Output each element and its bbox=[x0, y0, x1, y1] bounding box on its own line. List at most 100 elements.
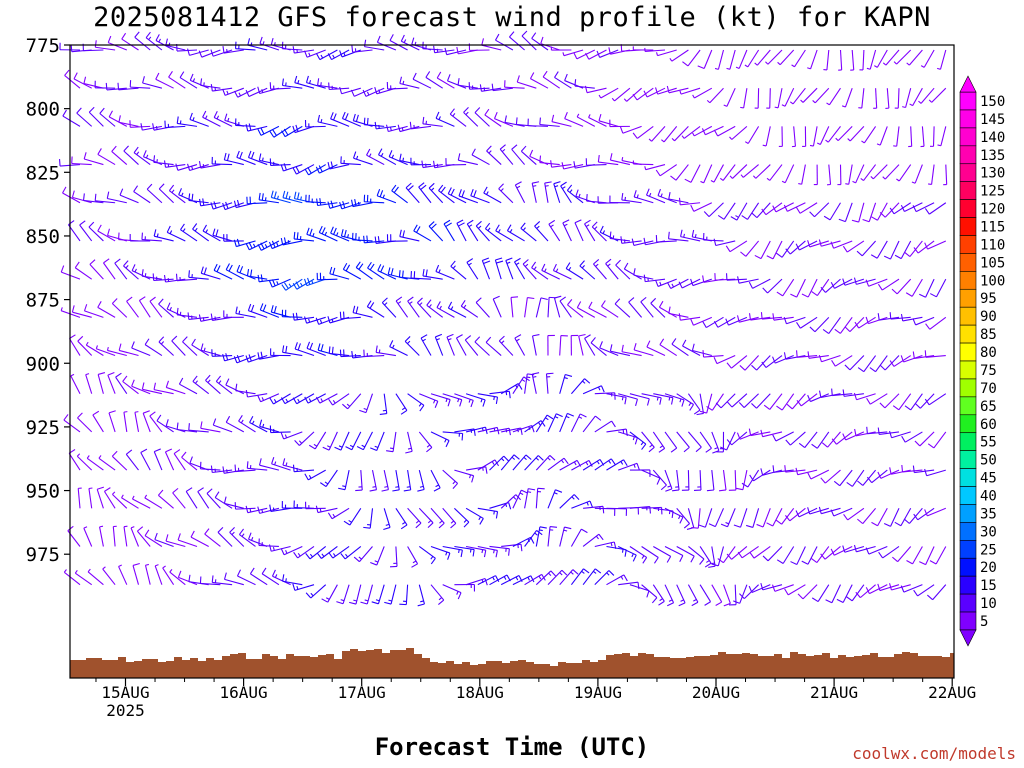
wind-barb bbox=[690, 202, 713, 212]
wind-barb bbox=[885, 88, 890, 109]
wind-barb bbox=[308, 431, 327, 450]
wind-barb bbox=[632, 46, 654, 51]
colorbar-arrow-bottom bbox=[959, 629, 977, 647]
y-tick-label: 775 bbox=[26, 35, 60, 57]
wind-barb bbox=[466, 219, 479, 242]
wind-barb bbox=[652, 431, 666, 453]
wind-barb bbox=[924, 393, 947, 406]
wind-barb bbox=[796, 350, 818, 358]
wind-barb bbox=[715, 393, 736, 409]
wind-barb bbox=[363, 508, 374, 529]
wind-barb bbox=[681, 125, 701, 139]
wind-barb bbox=[71, 305, 92, 318]
wind-barb bbox=[334, 431, 350, 451]
wind-barb bbox=[188, 270, 209, 280]
colorbar-swatch bbox=[959, 504, 977, 523]
wind-barb bbox=[246, 268, 268, 280]
wind-barb bbox=[149, 296, 163, 318]
wind-barb bbox=[60, 265, 81, 280]
wind-barb bbox=[481, 257, 491, 280]
wind-barb bbox=[882, 49, 900, 66]
wind-barb bbox=[257, 125, 280, 136]
wind-barb bbox=[97, 148, 116, 166]
credit-link[interactable]: coolwx.com/models bbox=[852, 744, 1016, 763]
wind-barb bbox=[130, 526, 140, 547]
wind-barb bbox=[425, 71, 443, 89]
wind-barb bbox=[882, 164, 900, 180]
colorbar-swatch bbox=[959, 181, 977, 200]
wind-barb bbox=[351, 350, 373, 359]
colorbar-swatch bbox=[959, 306, 977, 326]
wind-barb bbox=[205, 374, 221, 395]
wind-barb bbox=[225, 263, 245, 280]
wind-barb bbox=[756, 508, 771, 528]
wind-barb bbox=[676, 507, 691, 529]
wind-barb bbox=[830, 240, 853, 249]
wind-barb bbox=[697, 49, 713, 70]
wind-barb bbox=[342, 262, 362, 280]
wind-barb bbox=[801, 546, 818, 565]
wind-barb bbox=[645, 188, 666, 204]
wind-barb bbox=[834, 317, 853, 334]
wind-barb bbox=[436, 301, 455, 318]
wind-barb bbox=[692, 87, 713, 99]
wind-barb bbox=[430, 545, 451, 560]
wind-barb bbox=[726, 355, 748, 369]
wind-barb bbox=[629, 584, 650, 598]
wind-barb bbox=[83, 304, 104, 318]
wind-barb bbox=[281, 309, 303, 318]
wind-barb bbox=[73, 72, 92, 89]
wind-barb bbox=[900, 313, 923, 322]
wind-barb bbox=[606, 428, 628, 437]
wind-barb bbox=[844, 316, 865, 333]
wind-barb bbox=[733, 508, 748, 528]
wind-barb bbox=[108, 410, 116, 433]
wind-barb bbox=[529, 149, 549, 166]
wind-barb bbox=[418, 431, 433, 453]
wind-barb bbox=[905, 278, 923, 297]
wind-barb bbox=[355, 470, 363, 492]
wind-barb bbox=[718, 470, 727, 492]
wind-barb bbox=[62, 109, 81, 127]
wind-barb bbox=[605, 258, 619, 280]
wind-barb bbox=[351, 232, 373, 242]
wind-barb bbox=[304, 469, 326, 481]
wind-barb bbox=[554, 71, 572, 89]
wind-barb bbox=[374, 121, 396, 130]
wind-barb bbox=[163, 160, 186, 168]
wind-barb bbox=[327, 507, 350, 520]
wind-barb bbox=[726, 49, 736, 70]
wind-barb bbox=[133, 146, 151, 166]
colorbar-label: 110 bbox=[980, 237, 1005, 253]
wind-barb bbox=[259, 419, 280, 433]
wind-barb bbox=[430, 584, 445, 605]
wind-barb bbox=[924, 350, 946, 358]
wind-barb bbox=[676, 546, 695, 563]
wind-barb bbox=[450, 260, 467, 280]
wind-barb bbox=[725, 316, 748, 326]
wind-barb bbox=[483, 186, 502, 204]
wind-barb bbox=[211, 349, 233, 357]
wind-barb bbox=[691, 343, 712, 357]
x-tick-label: 17AUG bbox=[338, 683, 386, 702]
wind-barb bbox=[606, 393, 627, 405]
wind-barb bbox=[186, 163, 209, 172]
wind-barb bbox=[381, 297, 397, 318]
wind-barb bbox=[294, 75, 315, 89]
wind-barb bbox=[522, 259, 537, 280]
wind-barb bbox=[370, 431, 385, 451]
wind-barb bbox=[257, 240, 280, 251]
wind-barb bbox=[99, 107, 116, 127]
wind-barb bbox=[494, 257, 504, 280]
wind-barb bbox=[498, 335, 514, 356]
wind-barb bbox=[762, 126, 771, 147]
wind-barb bbox=[531, 334, 540, 356]
wind-barb bbox=[865, 278, 888, 287]
wind-barb bbox=[445, 158, 467, 166]
wind-barb bbox=[690, 278, 712, 287]
wind-barb bbox=[318, 225, 338, 242]
wind-barb bbox=[559, 494, 580, 509]
wind-barb bbox=[149, 411, 163, 433]
colorbar-swatch bbox=[959, 271, 977, 290]
wind-barb bbox=[168, 71, 186, 89]
